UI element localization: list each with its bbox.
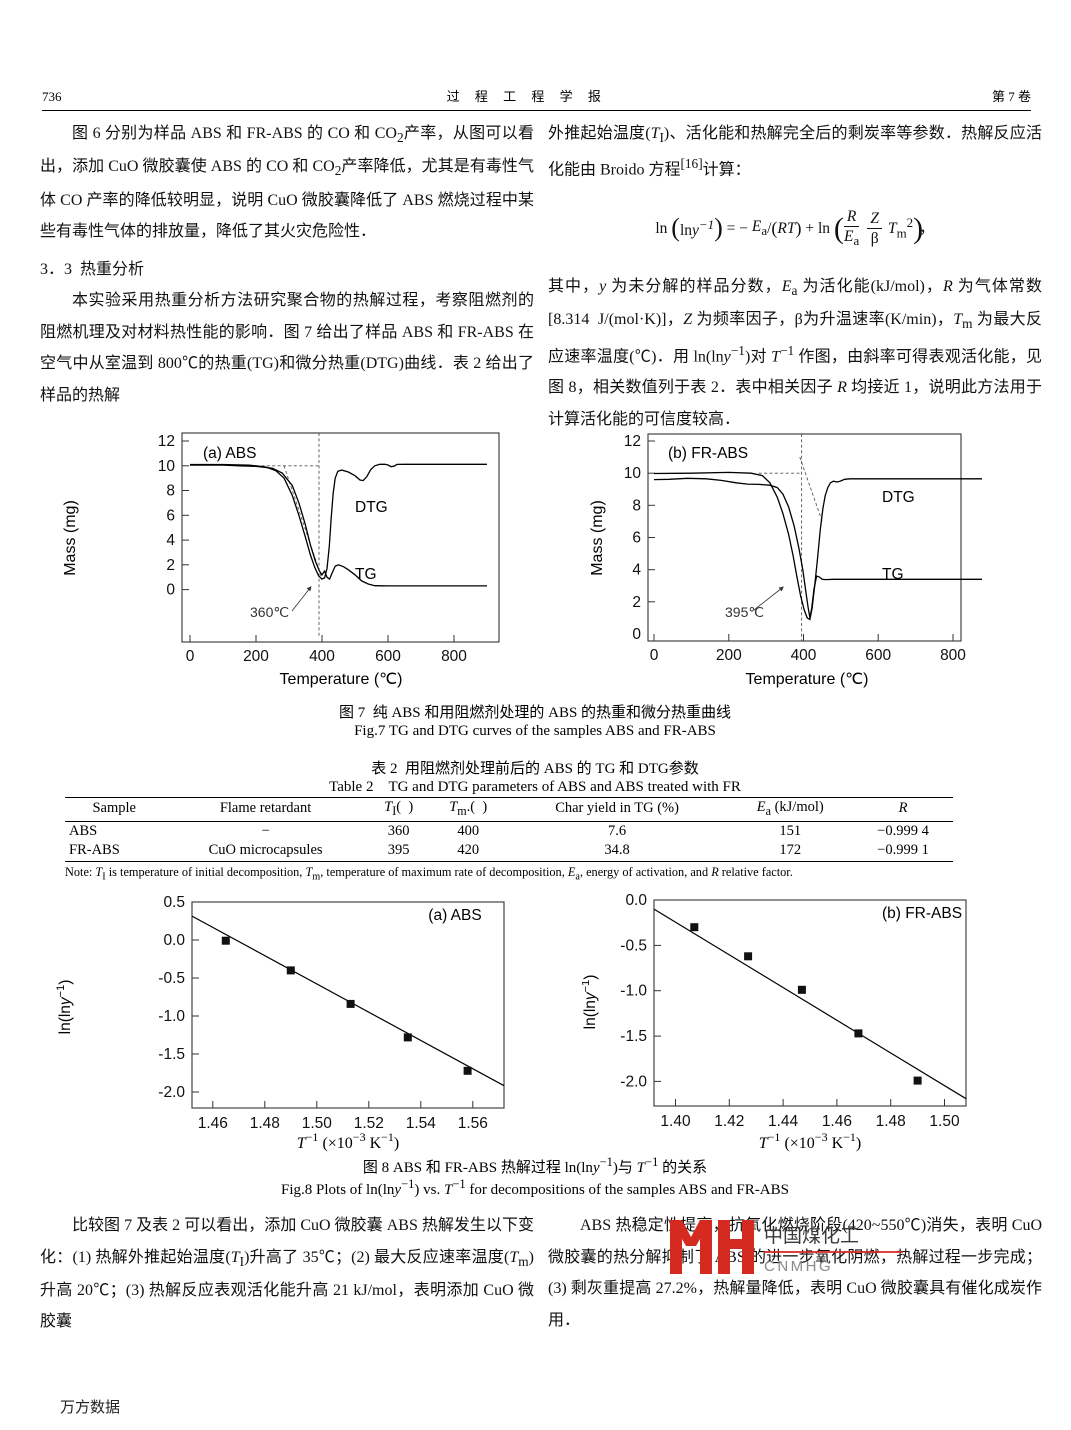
svg-text:-1.5: -1.5 — [620, 1028, 647, 1045]
svg-text:TG: TG — [355, 566, 377, 583]
svg-text:Temperature (℃): Temperature (℃) — [280, 671, 403, 688]
svg-text:-1.5: -1.5 — [158, 1046, 185, 1063]
svg-text:T−1 (×10−3 K−1): T−1 (×10−3 K−1) — [759, 1130, 862, 1152]
svg-text:中国煤化工: 中国煤化工 — [764, 1225, 859, 1247]
svg-text:10: 10 — [624, 465, 642, 482]
svg-text:12: 12 — [158, 433, 175, 450]
svg-text:6: 6 — [632, 530, 641, 547]
svg-text:1.56: 1.56 — [458, 1115, 488, 1132]
svg-text:-1.0: -1.0 — [158, 1008, 185, 1025]
svg-text:1.44: 1.44 — [768, 1113, 799, 1130]
svg-text:400: 400 — [791, 647, 817, 664]
svg-text:ln(lny−1): ln(lny−1) — [582, 975, 599, 1030]
svg-text:1.48: 1.48 — [250, 1115, 280, 1132]
svg-text:200: 200 — [243, 648, 269, 665]
svg-text:1.50: 1.50 — [929, 1113, 960, 1130]
svg-text:1.40: 1.40 — [660, 1113, 691, 1130]
svg-text:Mass (mg): Mass (mg) — [589, 500, 606, 576]
svg-text:(a) ABS: (a) ABS — [203, 445, 256, 462]
svg-text:600: 600 — [375, 648, 401, 665]
svg-text:-1.0: -1.0 — [620, 983, 647, 1000]
svg-text:-0.5: -0.5 — [620, 937, 647, 954]
svg-text:0: 0 — [650, 647, 659, 664]
svg-text:800: 800 — [441, 648, 467, 665]
svg-text:1.48: 1.48 — [876, 1113, 906, 1130]
svg-text:1.46: 1.46 — [198, 1115, 228, 1132]
svg-text:1.54: 1.54 — [406, 1115, 437, 1132]
svg-text:200: 200 — [716, 647, 742, 664]
svg-text:8: 8 — [166, 483, 175, 500]
svg-text:Temperature (℃): Temperature (℃) — [746, 671, 869, 688]
svg-text:CNMHG: CNMHG — [764, 1258, 833, 1275]
svg-text:600: 600 — [865, 647, 891, 664]
svg-text:-2.0: -2.0 — [158, 1084, 185, 1101]
svg-text:0.5: 0.5 — [163, 894, 185, 911]
svg-text:DTG: DTG — [882, 489, 915, 506]
svg-text:360℃: 360℃ — [250, 604, 289, 620]
svg-text:0: 0 — [166, 582, 175, 599]
svg-text:8: 8 — [632, 497, 641, 514]
svg-text:1.46: 1.46 — [822, 1113, 852, 1130]
svg-text:T−1 (×10−3 K−1): T−1 (×10−3 K−1) — [297, 1130, 400, 1152]
svg-text:TG: TG — [882, 566, 904, 583]
svg-text:Mass (mg): Mass (mg) — [62, 500, 79, 576]
svg-text:(a) ABS: (a) ABS — [428, 907, 481, 924]
svg-text:4: 4 — [632, 562, 641, 579]
svg-text:(b) FR-ABS: (b) FR-ABS — [882, 905, 962, 922]
svg-text:6: 6 — [166, 507, 175, 524]
svg-text:-0.5: -0.5 — [158, 970, 185, 987]
svg-text:400: 400 — [309, 648, 335, 665]
svg-text:0.0: 0.0 — [625, 892, 647, 909]
svg-text:0: 0 — [632, 626, 641, 643]
svg-text:2: 2 — [632, 594, 641, 611]
svg-text:0.0: 0.0 — [163, 932, 185, 949]
svg-text:800: 800 — [940, 647, 966, 664]
svg-text:-2.0: -2.0 — [620, 1073, 647, 1090]
svg-text:DTG: DTG — [355, 499, 388, 516]
svg-text:2: 2 — [166, 557, 175, 574]
svg-text:4: 4 — [166, 532, 175, 549]
svg-text:ln(lny−1): ln(lny−1) — [55, 980, 74, 1035]
svg-text:12: 12 — [624, 433, 641, 450]
svg-text:0: 0 — [186, 648, 195, 665]
svg-text:10: 10 — [158, 458, 176, 475]
svg-text:1.42: 1.42 — [714, 1113, 744, 1130]
svg-text:(b) FR-ABS: (b) FR-ABS — [668, 445, 748, 462]
